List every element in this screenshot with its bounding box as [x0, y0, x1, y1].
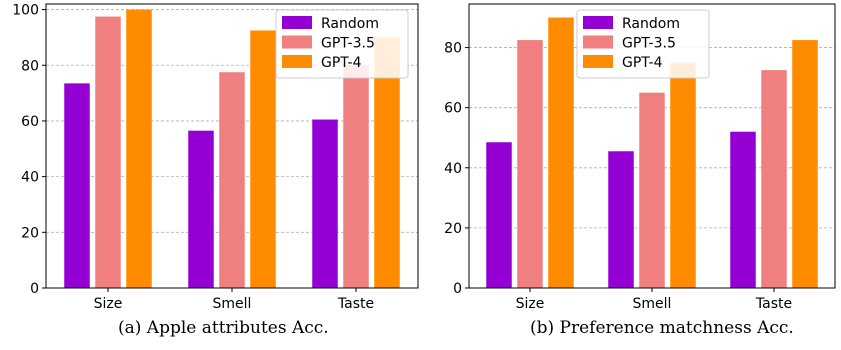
bar-random-taste: [730, 131, 756, 288]
legend: Random GPT-3.5 GPT-4: [275, 9, 409, 79]
bar-gpt-4-smell: [250, 30, 276, 288]
bar-gpt-3-5-taste: [343, 65, 369, 288]
y-tick-label: 20: [21, 225, 39, 241]
chart-apple-attributes: 0 20 40 60 80 100 Size Smell Taste Random GPT-3.5 G…: [12, 3, 419, 312]
bar-gpt-4-size: [548, 17, 574, 289]
legend-swatch-gpt-3-5: [282, 35, 312, 49]
bar-gpt-4-size: [126, 9, 152, 288]
legend-label-random: Random: [622, 16, 680, 32]
y-tick-label: 0: [30, 281, 39, 297]
y-tick-label: 40: [21, 170, 39, 186]
y-tick-label: 0: [453, 281, 462, 297]
x-tick-label-taste: Taste: [755, 296, 792, 312]
plot-frame: [468, 3, 836, 289]
y-tick-label: 60: [21, 114, 39, 130]
legend-label-gpt-3-5: GPT-3.5: [321, 36, 375, 52]
bar-gpt-3-5-smell: [219, 72, 245, 288]
caption-preference-matchness: (b) Preference matchness Acc.: [530, 318, 794, 338]
bar-random-size: [64, 83, 90, 289]
legend-swatch-gpt-4: [282, 55, 312, 68]
legend-swatch-gpt-3-5: [583, 35, 613, 49]
caption-apple-attributes: (a) Apple attributes Acc.: [118, 318, 329, 338]
y-tick-label: 40: [444, 161, 462, 177]
bar-random-taste: [312, 119, 338, 289]
y-tick-label: 80: [444, 41, 462, 57]
y-tick-label: 60: [444, 101, 462, 117]
bar-random-smell: [188, 130, 214, 288]
bar-random-smell: [608, 151, 634, 288]
bar-gpt-3-5-taste: [761, 70, 787, 289]
legend-swatch-gpt-4: [583, 55, 613, 68]
y-tick-label: 100: [12, 3, 39, 19]
bar-gpt-3-5-size: [95, 16, 121, 288]
y-tick-label: 80: [21, 58, 39, 74]
x-tick-label-smell: Smell: [213, 296, 252, 312]
legend-swatch-random: [583, 16, 613, 29]
chart-preference-matchness: 0 20 40 60 80 Size Smell Taste Random GPT-3.5 GPT-…: [444, 3, 836, 312]
legend-swatch-random: [282, 16, 312, 29]
bar-gpt-3-5-size: [517, 40, 543, 288]
legend-label-gpt-4: GPT-4: [321, 55, 362, 71]
x-tick-label-smell: Smell: [633, 296, 672, 312]
bar-gpt-4-smell: [670, 62, 696, 288]
bar-gpt-4-taste: [374, 37, 400, 288]
x-tick-label-taste: Taste: [337, 296, 374, 312]
y-tick-label: 20: [444, 221, 462, 237]
bar-random-size: [486, 142, 512, 288]
legend-label-random: Random: [321, 16, 379, 32]
plot-frame: [45, 3, 419, 289]
bar-gpt-3-5-smell: [639, 92, 665, 288]
legend-label-gpt-4: GPT-4: [622, 55, 663, 71]
legend-label-gpt-3-5: GPT-3.5: [622, 36, 676, 52]
x-tick-label-size: Size: [94, 296, 123, 312]
x-tick-label-size: Size: [516, 296, 545, 312]
bar-gpt-4-taste: [792, 40, 818, 288]
legend: Random GPT-3.5 GPT-4: [576, 9, 710, 79]
